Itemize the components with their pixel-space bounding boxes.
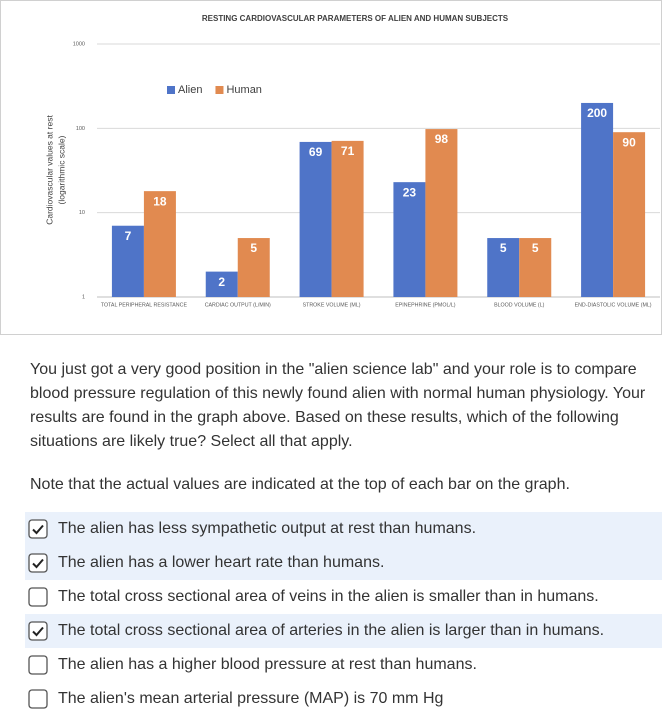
option[interactable]: The alien's mean arterial pressure (MAP)… xyxy=(25,682,662,716)
checkbox[interactable] xyxy=(28,621,48,641)
bar xyxy=(425,129,458,297)
option-text: The alien's mean arterial pressure (MAP)… xyxy=(58,690,444,707)
value-label: 5 xyxy=(250,241,257,255)
option-text: The alien has a lower heart rate than hu… xyxy=(58,554,385,571)
checkbox-box xyxy=(28,587,48,607)
bar xyxy=(299,141,332,297)
bar xyxy=(487,238,520,297)
option[interactable]: The alien has less sympathetic output at… xyxy=(25,512,662,546)
bar xyxy=(581,102,614,297)
checkbox[interactable] xyxy=(28,587,48,607)
checkbox-box xyxy=(28,655,48,675)
legend-swatch xyxy=(215,86,224,94)
legend-label: Alien xyxy=(178,84,202,96)
bar xyxy=(613,132,646,297)
checkmark xyxy=(32,524,44,535)
bar xyxy=(393,182,426,297)
option[interactable]: The alien has a higher blood pressure at… xyxy=(25,648,662,682)
checkmark xyxy=(32,558,44,569)
x-tick-label: EPINEPHRINE (PMOL/L) xyxy=(395,302,456,308)
value-label: 98 xyxy=(435,132,449,146)
option[interactable]: The total cross sectional area of veins … xyxy=(25,580,662,614)
checkbox[interactable] xyxy=(28,519,48,539)
value-label: 200 xyxy=(587,106,607,120)
bar xyxy=(205,271,238,297)
value-label: 5 xyxy=(532,241,539,255)
option-text: The alien has less sympathetic output at… xyxy=(58,520,477,537)
checkbox-box xyxy=(28,553,48,573)
y-tick-label: 10 xyxy=(79,210,85,216)
bar xyxy=(143,191,176,297)
checkbox[interactable] xyxy=(28,553,48,573)
checkbox-box xyxy=(28,689,48,709)
value-label: 23 xyxy=(403,185,417,199)
chart: RESTING CARDIOVASCULAR PARAMETERS OF ALI… xyxy=(0,0,662,335)
options: The alien has less sympathetic output at… xyxy=(25,512,662,716)
x-tick-label: STROKE VOLUME (ML) xyxy=(303,302,361,308)
option-text: The total cross sectional area of arteri… xyxy=(58,622,605,639)
y-axis-label: Cardiovascular values at rest xyxy=(44,115,54,225)
checkbox[interactable] xyxy=(28,689,48,709)
bar xyxy=(237,238,270,297)
x-tick-label: END-DIASTOLIC VOLUME (ML) xyxy=(575,302,652,308)
y-tick-label: 1000 xyxy=(73,41,85,47)
option[interactable]: The total cross sectional area of arteri… xyxy=(25,614,662,648)
x-tick-label: CARDIAC OUTPUT (L/MIN) xyxy=(205,302,271,308)
bar xyxy=(331,140,364,297)
question-note: Note that the actual values are indicate… xyxy=(30,476,570,493)
checkbox-box xyxy=(28,621,48,641)
option[interactable]: The alien has a lower heart rate than hu… xyxy=(25,546,662,580)
y-axis-label: (logarithmic scale) xyxy=(56,135,66,204)
value-label: 2 xyxy=(218,275,225,289)
checkmark xyxy=(32,626,44,637)
y-tick-label: 1 xyxy=(82,294,85,300)
bar xyxy=(519,238,552,297)
value-label: 71 xyxy=(341,144,355,158)
value-label: 7 xyxy=(125,229,132,243)
bar xyxy=(111,225,144,297)
value-label: 69 xyxy=(309,145,323,159)
checkbox[interactable] xyxy=(28,655,48,675)
checkbox-box xyxy=(28,519,48,539)
y-tick-label: 100 xyxy=(76,126,85,132)
x-tick-label: TOTAL PERIPHERAL RESISTANCE xyxy=(101,302,188,308)
x-tick-label: BLOOD VOLUME (L) xyxy=(494,302,545,308)
value-label: 90 xyxy=(622,135,636,149)
legend-label: Human xyxy=(226,84,261,96)
question-text: You just got a very good position in the… xyxy=(30,361,646,450)
legend-swatch xyxy=(167,86,175,94)
chart-title: RESTING CARDIOVASCULAR PARAMETERS OF ALI… xyxy=(202,14,509,23)
value-label: 5 xyxy=(500,241,507,255)
option-text: The total cross sectional area of veins … xyxy=(58,588,599,605)
value-label: 18 xyxy=(153,194,167,208)
option-text: The alien has a higher blood pressure at… xyxy=(58,656,477,673)
